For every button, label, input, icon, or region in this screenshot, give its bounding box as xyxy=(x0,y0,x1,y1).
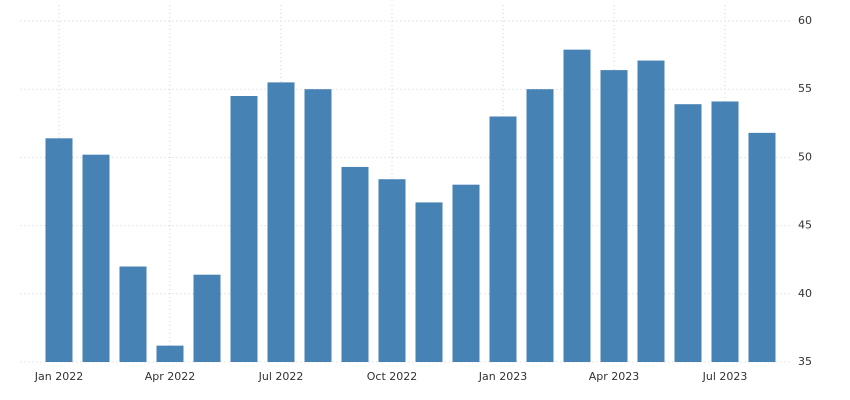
bar xyxy=(563,49,591,362)
bar xyxy=(452,184,480,362)
y-tick-label: 40 xyxy=(798,287,812,300)
bar xyxy=(119,266,147,362)
x-tick-label: Jan 2022 xyxy=(34,370,83,383)
bar xyxy=(267,82,295,362)
bar xyxy=(748,132,776,362)
x-tick-label: Jul 2023 xyxy=(702,370,748,383)
bar xyxy=(230,96,258,363)
x-tick-label: Jul 2022 xyxy=(258,370,304,383)
y-tick-label: 35 xyxy=(798,355,812,368)
x-tick-label: Apr 2023 xyxy=(589,370,640,383)
y-tick-label: 55 xyxy=(798,82,812,95)
bar xyxy=(711,101,739,362)
bar xyxy=(489,116,517,362)
bar xyxy=(82,154,110,362)
bar xyxy=(526,89,554,362)
bar xyxy=(156,345,184,362)
bar xyxy=(600,70,628,362)
bar xyxy=(193,274,221,362)
x-tick-label: Oct 2022 xyxy=(367,370,418,383)
y-tick-label: 45 xyxy=(798,219,812,232)
x-tick-label: Apr 2022 xyxy=(145,370,196,383)
bar xyxy=(45,138,73,362)
bar xyxy=(341,166,369,362)
bar xyxy=(378,179,406,362)
bar xyxy=(415,202,443,362)
y-tick-label: 60 xyxy=(798,14,812,27)
bar xyxy=(674,104,702,362)
y-tick-label: 50 xyxy=(798,150,812,163)
bar xyxy=(304,89,332,362)
x-tick-label: Jan 2023 xyxy=(478,370,527,383)
bar xyxy=(637,60,665,362)
